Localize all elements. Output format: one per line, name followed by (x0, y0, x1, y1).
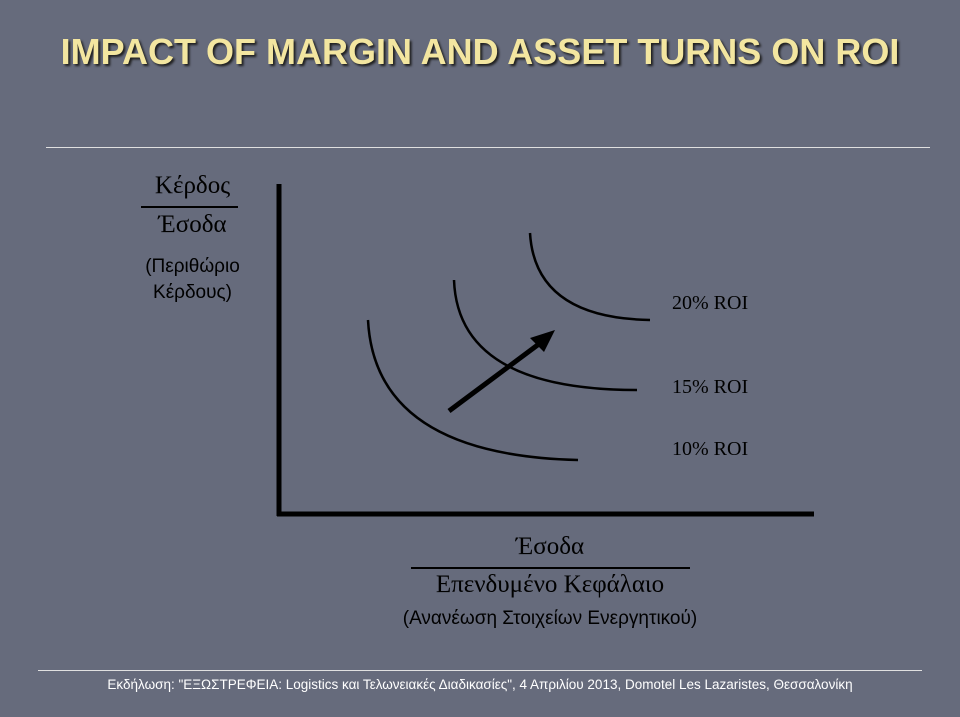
curve-15-roi (452, 279, 638, 392)
x-axis-denominator: Επενδυμένο Κεφάλαιο (435, 571, 665, 598)
curve-10-roi (366, 319, 579, 462)
y-axis-denominator: Έσοδα (158, 211, 227, 238)
title-rule (46, 147, 930, 148)
curve-20-roi (528, 232, 651, 322)
y-axis-caption-line1: (Περιθώριο (145, 256, 240, 277)
slide-title: IMPACT OF MARGIN AND ASSET TURNS ON ROI (60, 31, 900, 72)
y-axis-numerator: Κέρδος (154, 172, 231, 199)
y-axis-caption-line2: Κέρδους) (153, 282, 232, 303)
curve-label-10: 10% ROI (672, 438, 749, 460)
footer-text: Εκδήλωση: "ΕΞΩΣΤΡΕΦΕΙΑ: Logistics και Τε… (107, 677, 853, 692)
footer-rule (38, 670, 922, 671)
y-axis-fraction-line (141, 206, 238, 208)
curve-label-20: 20% ROI (672, 292, 749, 314)
curve-label-15: 15% ROI (672, 376, 749, 398)
x-axis-numerator: Έσοδα (515, 533, 585, 560)
increase-arrow-shaft (447, 338, 545, 414)
x-axis-caption: (Ανανέωση Στοιχείων Ενεργητικού) (402, 608, 698, 629)
x-axis-fraction-line (411, 567, 690, 569)
increase-arrow-head (530, 330, 555, 352)
